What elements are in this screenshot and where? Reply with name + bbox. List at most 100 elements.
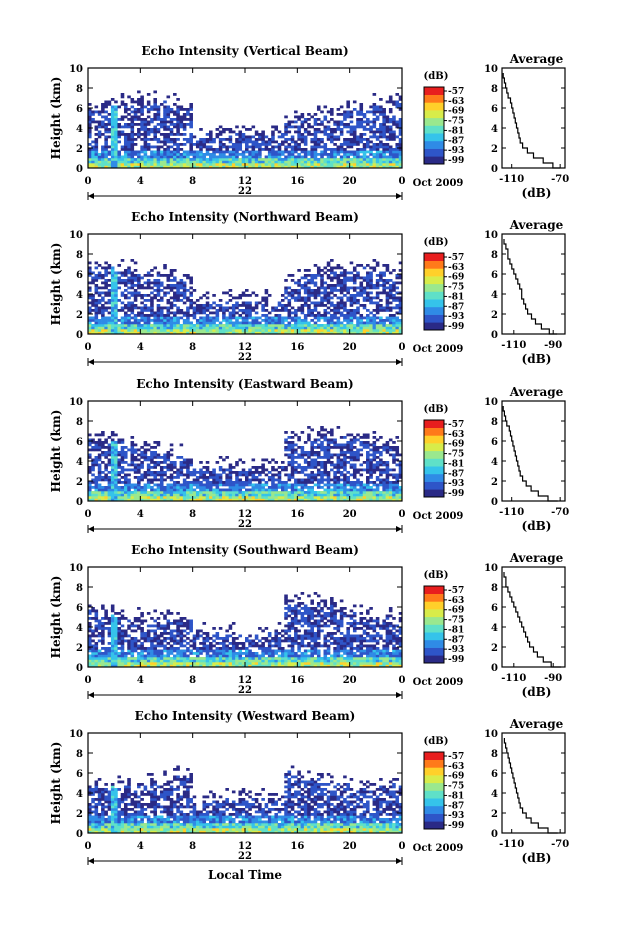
heatmap-cell: [287, 483, 292, 487]
heatmap-cell: [379, 321, 383, 325]
heatmap-cell: [310, 448, 314, 452]
heatmap-cell: [104, 286, 108, 290]
heatmap-cell: [117, 461, 122, 464]
heatmap-cell: [300, 276, 305, 280]
heatmap-cell: [352, 314, 357, 317]
heatmap-cell: [94, 478, 99, 482]
heatmap-cell: [359, 284, 364, 287]
heatmap-cell: [110, 291, 115, 295]
heatmap-cell: [245, 481, 249, 484]
heatmap-cell: [382, 463, 386, 467]
heatmap-cell: [166, 160, 171, 164]
heatmap-cell: [169, 483, 174, 487]
heatmap-cell: [163, 140, 167, 144]
heatmap-cell: [323, 266, 328, 270]
heatmap-cell: [127, 135, 131, 139]
heatmap-cell: [287, 120, 292, 124]
heatmap-cell: [310, 491, 314, 494]
heatmap-cell: [228, 319, 233, 322]
heatmap-cell: [362, 316, 367, 320]
heatmap-cell: [398, 473, 403, 477]
heatmap-cell: [379, 105, 383, 109]
heatmap-cell: [238, 294, 243, 297]
heatmap-cell: [290, 311, 295, 315]
heatmap-cell: [235, 138, 239, 141]
heatmap-cell: [182, 118, 187, 121]
heatmap-cell: [290, 446, 295, 449]
heatmap-cell: [179, 463, 184, 467]
colorbar-segment: [424, 117, 444, 126]
heatmap-cell: [176, 158, 180, 161]
heatmap-cell: [127, 108, 131, 111]
heatmap-cell: [277, 324, 282, 327]
heatmap-cell: [133, 324, 138, 327]
heatmap-cell: [267, 493, 272, 497]
heatmap-cell: [156, 118, 161, 121]
heatmap-cell: [392, 100, 396, 104]
heatmap-cell: [362, 468, 367, 472]
heatmap-cell: [97, 488, 102, 492]
x-tick-label: 16: [290, 509, 304, 520]
heatmap-cell: [349, 331, 354, 335]
heatmap-cell: [326, 498, 331, 502]
heatmap-cell: [173, 165, 177, 169]
heatmap-cell: [189, 306, 193, 310]
heatmap-cell: [110, 153, 115, 156]
heatmap-cell: [254, 468, 259, 472]
heatmap-cell: [323, 130, 328, 134]
heatmap-cell: [140, 451, 144, 454]
heatmap-cell: [123, 324, 128, 327]
heatmap-cell: [349, 463, 354, 467]
heatmap-cell: [372, 160, 377, 164]
heatmap-cell: [137, 496, 141, 499]
heatmap-cell: [241, 163, 246, 166]
heatmap-cell: [271, 140, 275, 144]
heatmap-cell: [123, 105, 128, 109]
heatmap-cell: [388, 148, 393, 151]
heatmap-cell: [245, 491, 249, 494]
heatmap-cell: [186, 458, 190, 462]
heatmap-cell: [333, 153, 337, 156]
heatmap-cell: [300, 113, 305, 116]
heatmap-cell: [163, 118, 167, 121]
heatmap-cell: [143, 488, 148, 492]
heatmap-cell: [218, 133, 223, 136]
heatmap-cell: [140, 478, 144, 482]
heatmap-cell: [356, 488, 360, 492]
heatmap-cell: [241, 294, 246, 297]
heatmap-cell: [388, 135, 393, 139]
heatmap-cell: [146, 316, 151, 320]
heatmap-cell: [205, 466, 210, 469]
heatmap-cell: [238, 478, 243, 482]
heatmap-cell: [290, 294, 295, 297]
heatmap-cell: [362, 155, 367, 159]
heatmap-cell: [313, 143, 318, 146]
heatmap-cell: [235, 148, 239, 151]
heatmap-cell: [343, 271, 347, 275]
heatmap-cell: [107, 264, 112, 267]
heatmap-cell: [284, 130, 288, 134]
average-x-tick-label: -70: [551, 174, 569, 185]
heatmap-cell: [307, 274, 311, 277]
heatmap-cell: [101, 324, 105, 327]
heatmap-cell: [369, 301, 373, 305]
heatmap-cell: [359, 498, 364, 502]
heatmap-cell: [339, 451, 344, 454]
heatmap-cell: [199, 324, 203, 327]
heatmap-cell: [313, 496, 318, 499]
heatmap-cell: [369, 125, 373, 129]
heatmap-cell: [323, 326, 328, 330]
heatmap-cell: [326, 481, 331, 484]
heatmap-cell: [192, 163, 197, 166]
heatmap-cell: [202, 488, 207, 492]
heatmap-cell: [123, 108, 128, 111]
heatmap-cell: [133, 274, 138, 277]
heatmap-cell: [182, 163, 187, 166]
heatmap-cell: [352, 296, 357, 300]
heatmap-cell: [218, 476, 223, 479]
heatmap-cell: [110, 299, 115, 302]
heatmap-cell: [189, 304, 193, 307]
heatmap-cell: [352, 468, 357, 472]
heatmap-cell: [156, 309, 161, 312]
heatmap-cell: [336, 458, 341, 462]
